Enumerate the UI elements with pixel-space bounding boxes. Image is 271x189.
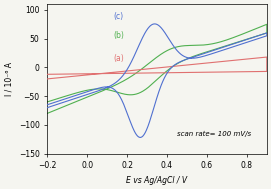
Text: (b): (b): [113, 30, 124, 40]
Text: scan rate= 100 mV/s: scan rate= 100 mV/s: [177, 131, 251, 137]
Text: (c): (c): [113, 12, 123, 21]
Text: (a): (a): [113, 53, 124, 63]
Y-axis label: I / 10⁻⁶ A: I / 10⁻⁶ A: [4, 62, 13, 96]
X-axis label: E vs Ag/AgCl / V: E vs Ag/AgCl / V: [127, 176, 188, 185]
